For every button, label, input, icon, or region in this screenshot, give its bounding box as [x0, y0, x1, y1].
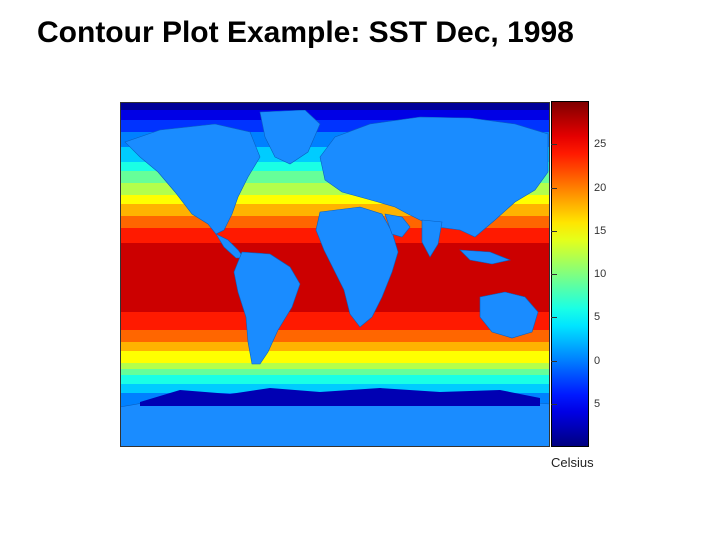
land-india: [421, 219, 443, 258]
contour-band: [120, 339, 550, 343]
contour-band: [120, 285, 550, 289]
contour-band: [120, 201, 550, 205]
contour-band: [120, 288, 550, 292]
contour-band: [120, 120, 550, 124]
colorbar-tick-label: 20: [594, 181, 607, 194]
contour-band: [120, 186, 550, 190]
contour-band: [120, 273, 550, 277]
colorbar-tick: [551, 274, 557, 275]
contour-band: [120, 198, 550, 202]
land-arabia: [384, 213, 411, 238]
map-frame: [120, 102, 550, 447]
contour-band: [120, 348, 550, 352]
contour-band: [120, 282, 550, 286]
contour-band: [120, 192, 550, 196]
contour-band: [120, 117, 550, 121]
contour-band: [120, 114, 550, 118]
colorbar-unit-label: Celsius: [551, 455, 594, 470]
contour-band: [120, 333, 550, 337]
page-title: Contour Plot Example: SST Dec, 1998: [37, 16, 574, 49]
contour-band: [120, 387, 550, 391]
colorbar-tick-label: 10: [594, 268, 607, 280]
colorbar-tick: [551, 317, 557, 319]
contour-band: [120, 195, 550, 199]
contour-band: [120, 111, 550, 115]
contour-band: [120, 342, 550, 346]
contour-band: [120, 297, 550, 301]
contour-band: [120, 351, 550, 355]
contour-band: [120, 294, 550, 298]
land-south-america: [233, 251, 301, 365]
contour-band: [120, 369, 550, 373]
land-eurasia: [319, 116, 549, 238]
colorbar-tick: [551, 144, 557, 146]
contour-band: [120, 291, 550, 295]
contour-band: [120, 132, 550, 136]
contour-band: [120, 372, 550, 376]
land-greenland: [259, 109, 321, 165]
contour-band: [120, 363, 550, 367]
contour-band: [120, 207, 550, 211]
contour-band: [120, 300, 550, 304]
contour-band: [120, 129, 550, 133]
contour-band: [120, 375, 550, 379]
contour-band: [120, 189, 550, 193]
contour-band: [120, 318, 550, 322]
contour-band: [120, 309, 550, 313]
arctic-ice-band: [120, 102, 550, 110]
land-north-america: [124, 123, 261, 235]
contour-band: [120, 330, 550, 334]
contour-band: [120, 354, 550, 358]
contour-band: [120, 315, 550, 319]
contour-band: [120, 312, 550, 316]
contour-band: [120, 384, 550, 388]
colorbar-tick-label: 5: [594, 397, 601, 410]
contour-band: [120, 345, 550, 349]
contour-band: [120, 381, 550, 385]
contour-band: [120, 126, 550, 130]
contour-band: [120, 321, 550, 325]
colorbar-tick: [551, 403, 557, 405]
contour-band: [120, 303, 550, 307]
colorbar-tick: [551, 187, 557, 189]
land-indonesia: [459, 249, 512, 265]
contour-band: [120, 366, 550, 370]
colorbar-tick-label: 5: [594, 311, 601, 324]
land-africa: [315, 206, 399, 328]
contour-band: [120, 279, 550, 283]
contour-band: [120, 306, 550, 310]
land-australia: [479, 291, 539, 339]
colorbar-tick-label: 25: [594, 138, 607, 151]
sst-contour-map: [120, 102, 550, 447]
contour-band: [120, 204, 550, 208]
colorbar-tick-label: 15: [594, 224, 607, 237]
contour-band: [120, 336, 550, 340]
colorbar-tick: [551, 360, 557, 362]
colorbar-tick: [551, 230, 557, 232]
arctic-ice: [120, 102, 550, 406]
contour-band: [120, 276, 550, 280]
contour-band: [120, 324, 550, 328]
contour-band: [120, 360, 550, 364]
southern-ice-band: [140, 388, 540, 406]
contour-band: [120, 357, 550, 361]
contour-band: [120, 327, 550, 331]
contour-band: [120, 123, 550, 127]
colorbar-tick-label: 0: [594, 354, 601, 367]
land-masses: [120, 109, 550, 447]
contour-band: [120, 378, 550, 382]
